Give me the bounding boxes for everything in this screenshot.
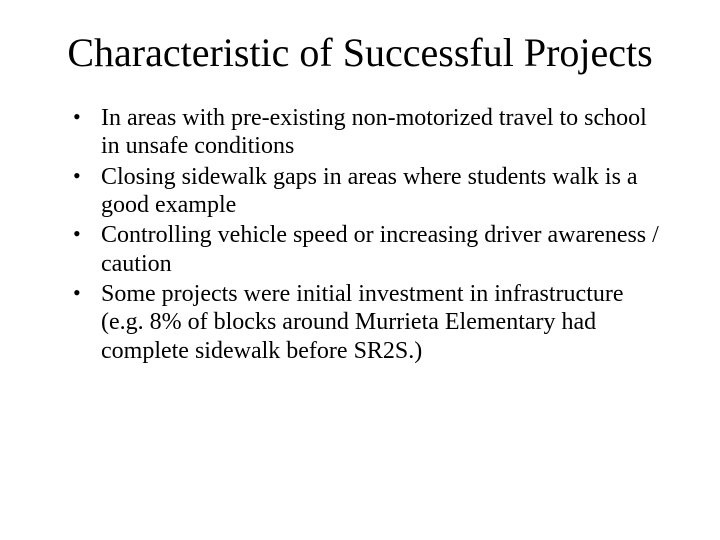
list-item: Controlling vehicle speed or increasing … <box>73 221 665 278</box>
slide-title: Characteristic of Successful Projects <box>55 30 665 76</box>
bullet-list: In areas with pre-existing non-motorized… <box>73 104 665 365</box>
slide: Characteristic of Successful Projects In… <box>0 0 720 540</box>
list-item: In areas with pre-existing non-motorized… <box>73 104 665 161</box>
list-item: Closing sidewalk gaps in areas where stu… <box>73 163 665 220</box>
list-item: Some projects were initial investment in… <box>73 280 665 365</box>
